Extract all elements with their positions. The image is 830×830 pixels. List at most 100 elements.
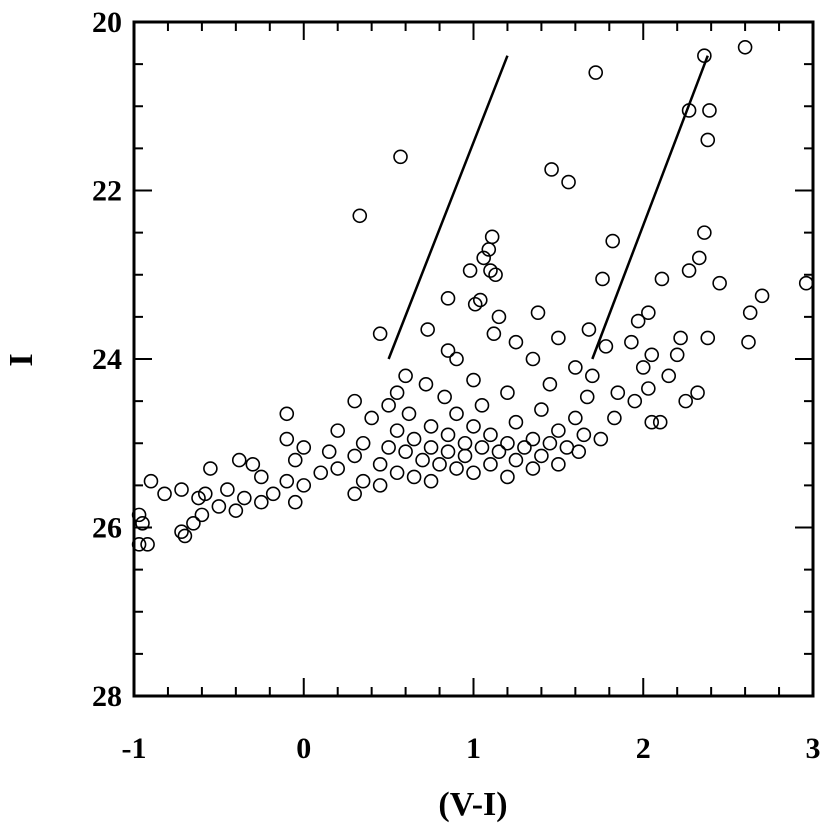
data-point: [135, 515, 150, 531]
data-point: [691, 250, 707, 266]
data-point: [449, 351, 464, 367]
data-point: [673, 330, 688, 346]
x-tick-labels: -1 0 1 2 3: [122, 732, 821, 765]
data-point: [579, 389, 595, 405]
data-point: [551, 330, 566, 346]
data-point: [500, 469, 515, 485]
data-point: [644, 347, 660, 363]
data-point: [517, 440, 532, 455]
data-point: [484, 229, 500, 245]
data-point: [389, 385, 405, 401]
reference-line: [591, 55, 709, 360]
data-point: [644, 414, 660, 430]
data-point: [700, 330, 716, 346]
x-tick-label: 0: [296, 732, 311, 765]
y-tick-labels: 20 22 24 26 28: [92, 6, 122, 713]
data-point: [437, 389, 452, 405]
data-point: [237, 490, 252, 506]
data-point: [530, 305, 546, 320]
data-point: [467, 296, 483, 312]
data-point: [474, 440, 490, 455]
data-point: [474, 398, 490, 413]
data-point: [440, 444, 456, 459]
axis-ticks: [133, 21, 814, 697]
data-point: [605, 233, 620, 249]
data-point: [203, 461, 218, 476]
x-tick-label: 1: [466, 732, 481, 765]
data-point: [296, 478, 312, 493]
data-point: [457, 448, 473, 464]
x-axis-title: (V-I): [438, 786, 507, 823]
data-point: [372, 457, 388, 472]
data-point: [330, 423, 346, 438]
data-point: [389, 465, 405, 481]
data-point: [191, 490, 206, 506]
data-point: [466, 465, 481, 481]
data-point: [500, 435, 515, 451]
data-point: [420, 322, 435, 337]
data-point: [440, 427, 456, 443]
data-point: [486, 326, 502, 342]
data-point: [700, 132, 716, 148]
data-point: [581, 322, 597, 337]
data-point: [551, 423, 566, 438]
data-point: [254, 469, 269, 485]
data-point: [610, 385, 626, 401]
data-point: [534, 448, 549, 464]
data-point: [702, 103, 717, 118]
data-point: [627, 393, 643, 409]
data-point: [481, 242, 497, 257]
data-point: [143, 473, 159, 489]
data-point: [265, 486, 281, 502]
data-point: [641, 305, 656, 320]
data-point: [525, 431, 541, 447]
data-point: [186, 515, 201, 531]
data-point: [140, 537, 155, 552]
y-tick-label: 20: [92, 6, 122, 39]
data-point: [798, 275, 814, 291]
reference-line: [387, 55, 509, 360]
data-point: [559, 440, 575, 455]
data-point: [415, 452, 430, 468]
data-point: [593, 431, 609, 447]
data-point: [432, 457, 447, 472]
data-point: [313, 465, 329, 481]
data-point: [500, 385, 515, 401]
data-point: [418, 376, 434, 392]
data-point: [742, 305, 758, 320]
data-point: [534, 402, 549, 417]
reference-lines: [387, 55, 709, 360]
data-point: [279, 431, 295, 447]
data-point: [401, 406, 417, 422]
data-point: [287, 494, 303, 510]
data-point: [697, 225, 712, 240]
data-point: [598, 339, 614, 354]
data-point: [287, 452, 303, 468]
y-tick-label: 22: [92, 175, 122, 208]
data-point: [741, 334, 756, 350]
data-point: [347, 486, 362, 502]
data-point: [624, 334, 639, 350]
data-point: [542, 435, 558, 451]
x-tick-label: 3: [806, 732, 821, 765]
data-point: [508, 414, 524, 430]
data-point: [220, 482, 235, 497]
data-point: [561, 174, 576, 190]
data-point: [630, 313, 646, 329]
data-point: [330, 461, 346, 476]
data-point: [483, 457, 498, 472]
data-point: [542, 376, 558, 392]
data-point: [449, 406, 464, 422]
data-point: [737, 39, 753, 55]
data-point: [352, 208, 368, 224]
data-point: [483, 427, 498, 443]
data-point: [364, 410, 379, 426]
data-point: [712, 275, 727, 291]
x-tick-label: 2: [636, 732, 651, 765]
data-point: [177, 528, 193, 544]
data-point: [483, 263, 498, 278]
data-point: [508, 452, 524, 468]
data-point: [174, 524, 189, 540]
data-point: [525, 461, 541, 476]
data-point: [174, 482, 189, 497]
